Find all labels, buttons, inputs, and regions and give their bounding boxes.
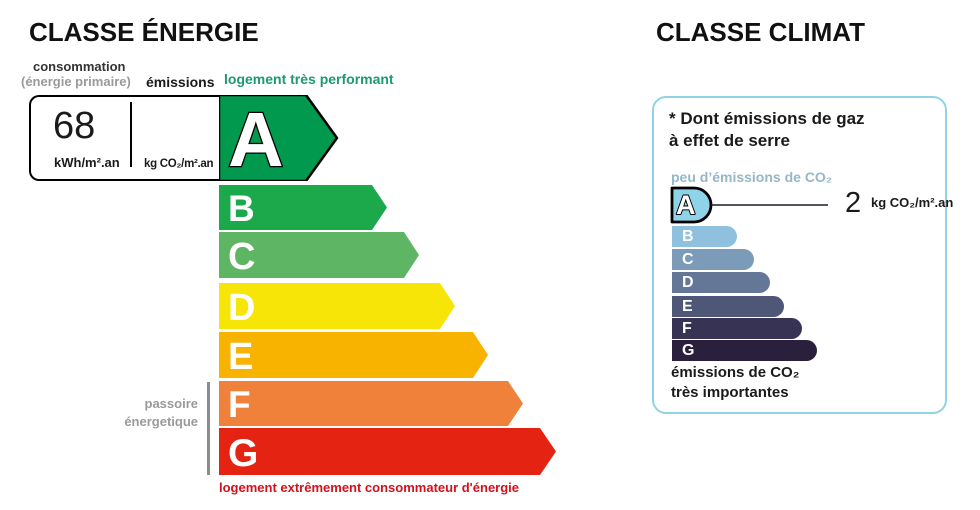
svg-text:C: C — [228, 236, 255, 278]
svg-text:F: F — [228, 384, 251, 425]
svg-text:D: D — [228, 287, 255, 329]
svg-text:G: G — [228, 432, 258, 475]
svg-text:B: B — [228, 188, 255, 229]
svg-text:A: A — [676, 190, 696, 220]
svg-text:E: E — [228, 336, 253, 378]
svg-text:A: A — [228, 97, 284, 181]
